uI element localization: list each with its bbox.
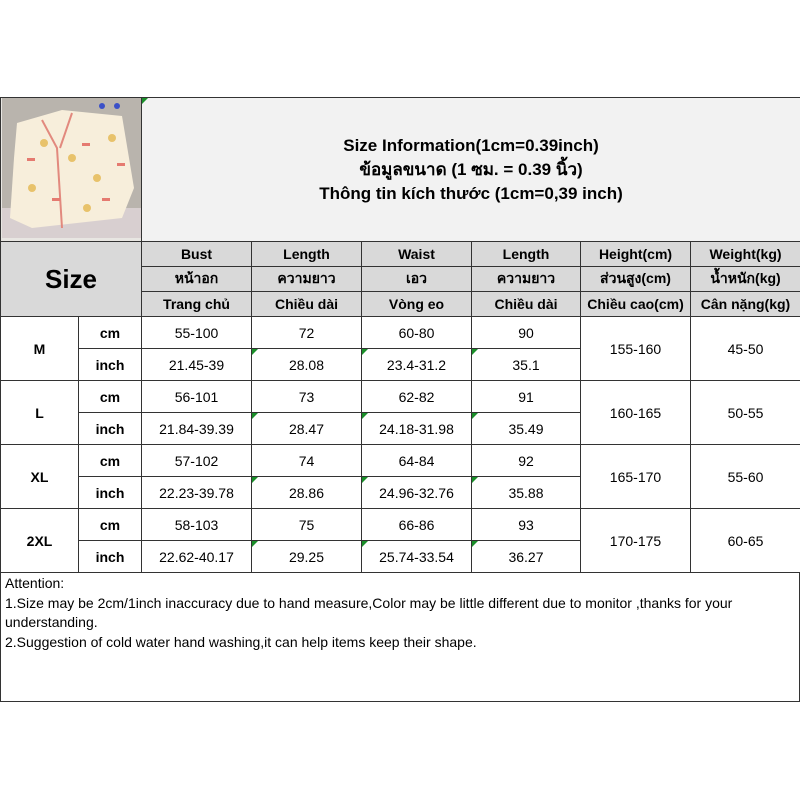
unit-label: cm <box>78 380 142 413</box>
measurement-cell: 28.08 <box>251 348 362 381</box>
column-header: ความยาว <box>471 266 581 292</box>
column-header: ส่วนสูง(cm) <box>580 266 691 292</box>
weight-cell: 60-65 <box>689 508 800 573</box>
table-row: XL cm 57-102 74 64-84 92 165-170 55-60 <box>0 444 800 509</box>
size-info-title: Size Information(1cm=0.39inch) ข้อมูลขนา… <box>140 97 800 242</box>
unit-label: inch <box>78 540 142 573</box>
measurement-cell: 23.4-31.2 <box>361 348 472 381</box>
measurement-cell: 21.45-39 <box>141 348 252 381</box>
column-header: Trang chủ <box>141 291 252 317</box>
title-en: Size Information(1cm=0.39inch) <box>343 136 599 155</box>
unit-label: inch <box>78 476 142 509</box>
size-header: Size <box>0 241 142 317</box>
size-label: L <box>0 380 79 445</box>
table-row: inch 22.62-40.17 29.25 25.74-33.54 36.27 <box>1 540 800 573</box>
column-header: Height(cm) <box>580 241 691 267</box>
column-header: Bust <box>141 241 252 267</box>
measurement-cell: 66-86 <box>361 508 472 541</box>
unit-label: inch <box>78 348 142 381</box>
column-header: Length <box>251 241 362 267</box>
size-label: 2XL <box>0 508 79 573</box>
measurement-cell: 56-101 <box>141 380 252 413</box>
column-header: Chiều cao(cm) <box>580 291 691 317</box>
measurement-cell: 62-82 <box>361 380 472 413</box>
height-cell: 160-165 <box>580 380 691 445</box>
table-row: inch 22.23-39.78 28.86 24.96-32.76 35.88 <box>1 476 800 509</box>
measurement-cell: 75 <box>251 508 362 541</box>
table-row: inch 21.45-39 28.08 23.4-31.2 35.1 <box>1 348 800 381</box>
measurement-cell: 92 <box>471 444 581 477</box>
measurement-cell: 36.27 <box>471 540 581 573</box>
size-label: XL <box>0 444 79 509</box>
measurement-cell: 91 <box>471 380 581 413</box>
measurement-cell: 90 <box>471 316 581 349</box>
table-row: 2XL cm 58-103 75 66-86 93 170-175 60-65 <box>0 508 800 573</box>
column-header: Vòng eo <box>361 291 472 317</box>
title-vi: Thông tin kích thước (1cm=0,39 inch) <box>319 184 623 203</box>
measurement-cell: 55-100 <box>141 316 252 349</box>
unit-label: inch <box>78 412 142 445</box>
column-header: Cân nặng(kg) <box>689 291 800 317</box>
column-header: ความยาว <box>251 266 362 292</box>
measurement-cell: 28.86 <box>251 476 362 509</box>
size-table: Size Information(1cm=0.39inch) ข้อมูลขนา… <box>0 97 800 573</box>
column-header: น้ำหนัก(kg) <box>689 266 800 292</box>
column-header: Waist <box>361 241 472 267</box>
measurement-cell: 64-84 <box>361 444 472 477</box>
measurement-cell: 21.84-39.39 <box>141 412 252 445</box>
unit-label: cm <box>78 316 142 349</box>
measurement-cell: 22.23-39.78 <box>141 476 252 509</box>
column-header: Weight(kg) <box>689 241 800 267</box>
measurement-cell: 29.25 <box>251 540 362 573</box>
product-photo <box>0 97 142 242</box>
column-header: Chiều dài <box>251 291 362 317</box>
column-header: Chiều dài <box>471 291 581 317</box>
pajama-image <box>1 98 141 238</box>
measurement-cell: 58-103 <box>141 508 252 541</box>
height-cell: 165-170 <box>580 444 691 509</box>
measurement-cell: 60-80 <box>361 316 472 349</box>
measurement-cell: 73 <box>251 380 362 413</box>
weight-cell: 50-55 <box>689 380 800 445</box>
column-header: Length <box>471 241 581 267</box>
measurement-cell: 25.74-33.54 <box>361 540 472 573</box>
measurement-cell: 35.49 <box>471 412 581 445</box>
measurement-cell: 72 <box>251 316 362 349</box>
measurement-cell: 35.1 <box>471 348 581 381</box>
measurement-cell: 22.62-40.17 <box>141 540 252 573</box>
measurement-cell: 74 <box>251 444 362 477</box>
title-th: ข้อมูลขนาด (1 ซม. = 0.39 นิ้ว) <box>359 160 583 179</box>
measurement-cell: 93 <box>471 508 581 541</box>
measurement-cell: 24.18-31.98 <box>361 412 472 445</box>
column-header: หน้าอก <box>141 266 252 292</box>
measurement-cell: 35.88 <box>471 476 581 509</box>
unit-label: cm <box>78 508 142 541</box>
measurement-cell: 57-102 <box>141 444 252 477</box>
attention-heading: Attention: <box>5 575 65 591</box>
attention-note-1: 1.Size may be 2cm/1inch inaccuracy due t… <box>5 594 737 631</box>
weight-cell: 55-60 <box>689 444 800 509</box>
weight-cell: 45-50 <box>689 316 800 381</box>
attention-notes: Attention: 1.Size may be 2cm/1inch inacc… <box>0 572 800 702</box>
column-header: เอว <box>361 266 472 292</box>
size-chart: Size Information(1cm=0.39inch) ข้อมูลขนา… <box>0 97 800 703</box>
height-cell: 170-175 <box>580 508 691 573</box>
attention-note-2: 2.Suggestion of cold water hand washing,… <box>5 633 477 650</box>
size-label: M <box>0 316 79 381</box>
unit-label: cm <box>78 444 142 477</box>
measurement-cell: 28.47 <box>251 412 362 445</box>
height-cell: 155-160 <box>580 316 691 381</box>
measurement-cell: 24.96-32.76 <box>361 476 472 509</box>
